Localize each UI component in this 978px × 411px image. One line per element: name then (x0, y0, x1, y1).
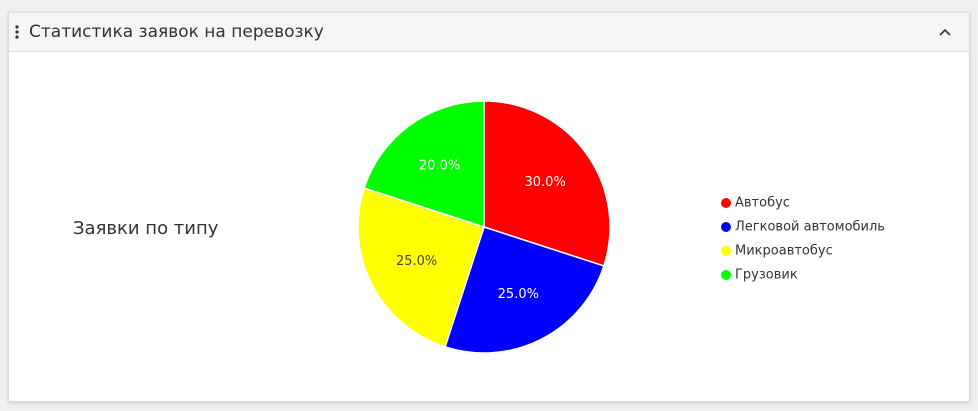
legend-label: Грузовик (735, 268, 798, 283)
chart: Заявки по типу 30.0% 25.0% 25.0% 20.0% Автоб… (73, 100, 885, 354)
collapse-button[interactable] (937, 13, 953, 51)
pie-slice (357, 187, 485, 348)
panel: Статистика заявок на перевозку Заявки по… (8, 12, 970, 402)
drag-handle[interactable] (13, 13, 23, 51)
pie-slice (363, 100, 485, 229)
legend-swatch (721, 222, 731, 232)
data-label: 25.0% (498, 287, 539, 302)
legend-label: Легковой автомобиль (735, 220, 885, 235)
legend-swatch (721, 246, 731, 256)
data-label: 25.0% (396, 254, 437, 269)
legend-swatch (721, 198, 731, 208)
panel-header: Статистика заявок на перевозку (9, 13, 969, 52)
data-label: 20.0% (419, 158, 460, 173)
legend-label: Автобус (735, 196, 790, 211)
pie-slice (483, 100, 611, 267)
panel-title: Статистика заявок на перевозку (29, 22, 324, 42)
pie-slice (444, 226, 605, 354)
legend-swatch (721, 270, 731, 280)
data-label: 30.0% (525, 175, 566, 190)
chart-title: Заявки по типу (73, 218, 219, 239)
legend-label: Микроавтобус (735, 244, 833, 259)
